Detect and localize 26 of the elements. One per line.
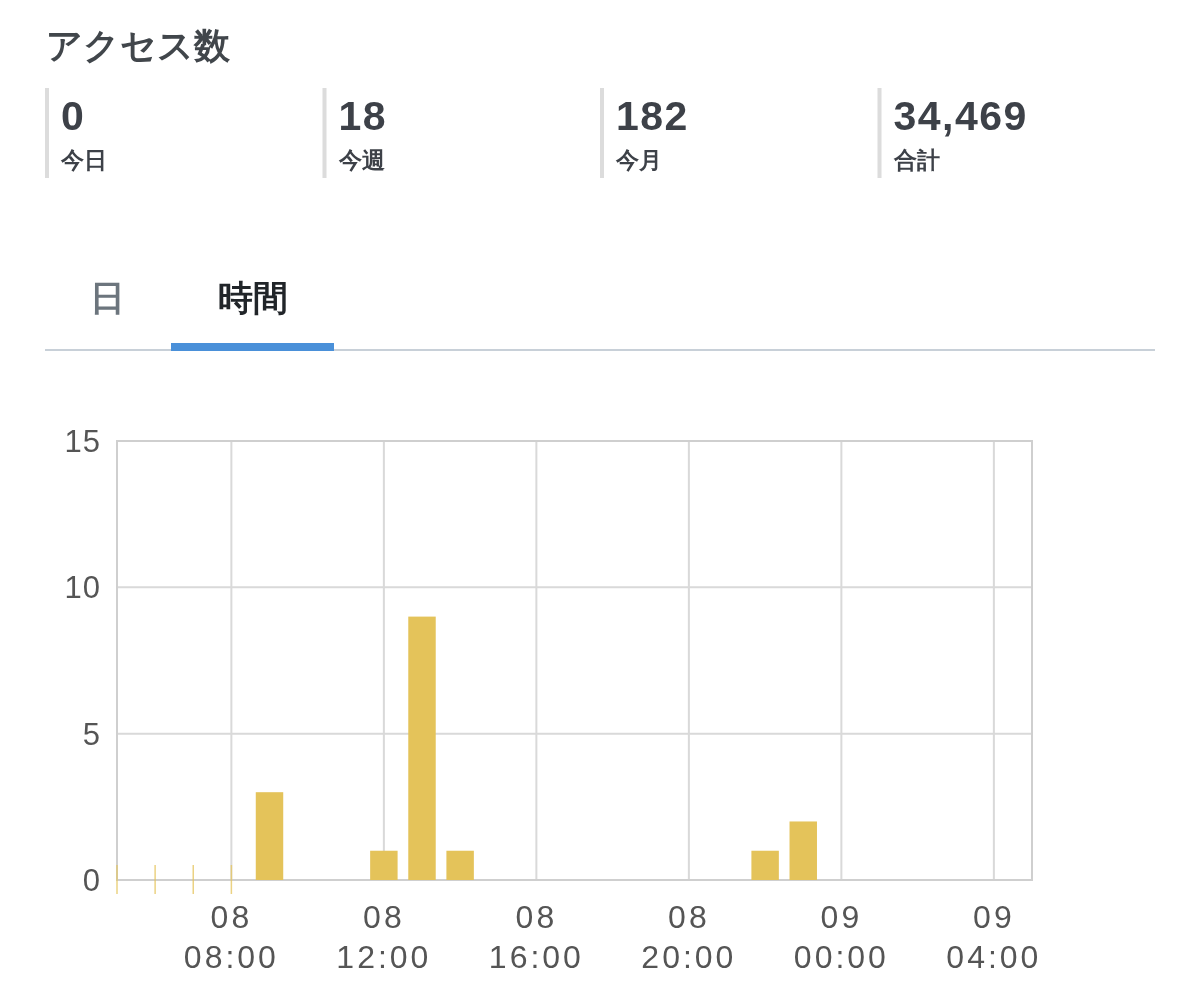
bar	[408, 616, 436, 880]
text: 合計	[892, 147, 940, 173]
x-tick-label: 08 12:00	[336, 899, 432, 975]
bar	[789, 821, 817, 880]
bar	[751, 850, 779, 880]
y-tick-label: 10	[64, 570, 101, 606]
x-tick-label: 09 04:00	[946, 899, 1042, 975]
bar	[446, 850, 474, 880]
x-tick-label: 09 00:00	[793, 899, 889, 975]
text: 今週	[337, 147, 385, 173]
bar	[255, 792, 284, 880]
text: 34,469	[893, 93, 1028, 139]
y-tick-label: 5	[82, 716, 101, 752]
text: 18	[338, 93, 388, 139]
text: アクセス数	[46, 25, 231, 66]
text: 日	[89, 278, 125, 317]
x-tick-label: 08 20:00	[641, 899, 737, 975]
bar	[370, 850, 398, 880]
y-tick-label: 0	[82, 863, 101, 899]
text: 182	[616, 93, 689, 139]
x-tick-label: 08 16:00	[488, 899, 584, 975]
text: 今日	[60, 147, 107, 173]
text: 時間	[218, 278, 288, 317]
x-tick-label: 08 08:00	[183, 899, 279, 975]
text: 今月	[615, 147, 662, 173]
y-tick-label: 15	[64, 424, 101, 460]
